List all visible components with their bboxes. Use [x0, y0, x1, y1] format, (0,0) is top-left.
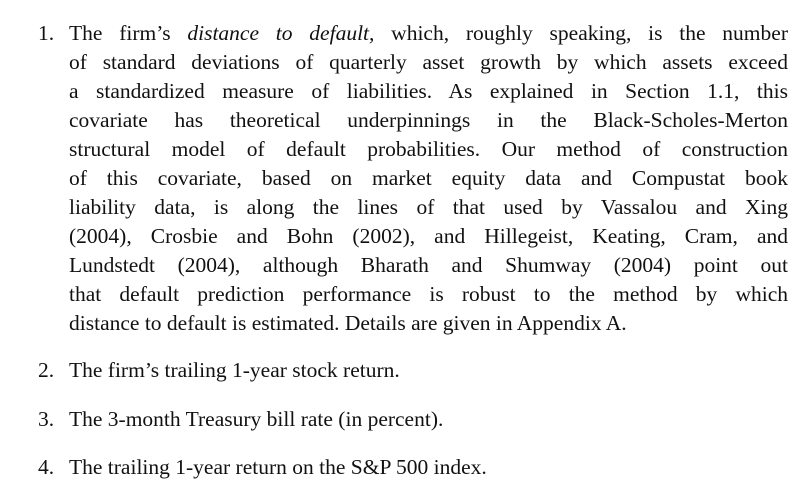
- item-1-line-8: (2004), Crosbie and Bohn (2002), and Hil…: [69, 224, 788, 248]
- item-3-text: The 3-month Treasury bill rate (in perce…: [69, 407, 444, 431]
- text-run: The firm’s: [69, 21, 188, 45]
- item-1-line-4: covariate has theoretical underpinnings …: [69, 108, 788, 132]
- item-1-line-6: of this covariate, based on market equit…: [69, 166, 788, 190]
- item-1-line-5: structural model of default probabilitie…: [69, 137, 788, 161]
- item-number: 3.: [38, 407, 55, 431]
- item-number: 4.: [38, 455, 55, 479]
- item-1-line-3: a standardized measure of liabilities. A…: [69, 79, 788, 103]
- item-1-line-7: liability data, is along the lines of th…: [69, 195, 788, 219]
- item-1-line-11: distance to default is estimated. Detail…: [69, 311, 627, 335]
- item-number: 2.: [38, 358, 55, 382]
- item-1-line-9: Lundstedt (2004), although Bharath and S…: [69, 253, 788, 277]
- item-number: 1.: [38, 21, 55, 45]
- item-1-line-10: that default prediction performance is r…: [69, 282, 788, 306]
- item-4-text: The trailing 1-year return on the S&P 50…: [69, 455, 487, 479]
- emphasis-term: distance to default,: [187, 21, 375, 45]
- item-2-text: The firm’s trailing 1-year stock return.: [69, 358, 400, 382]
- item-1-line-2: of standard deviations of quarterly asse…: [69, 50, 788, 74]
- item-1-line-1: The firm’s distance to default, which, r…: [69, 19, 788, 48]
- text-run: which, roughly speaking, is the number: [374, 21, 788, 45]
